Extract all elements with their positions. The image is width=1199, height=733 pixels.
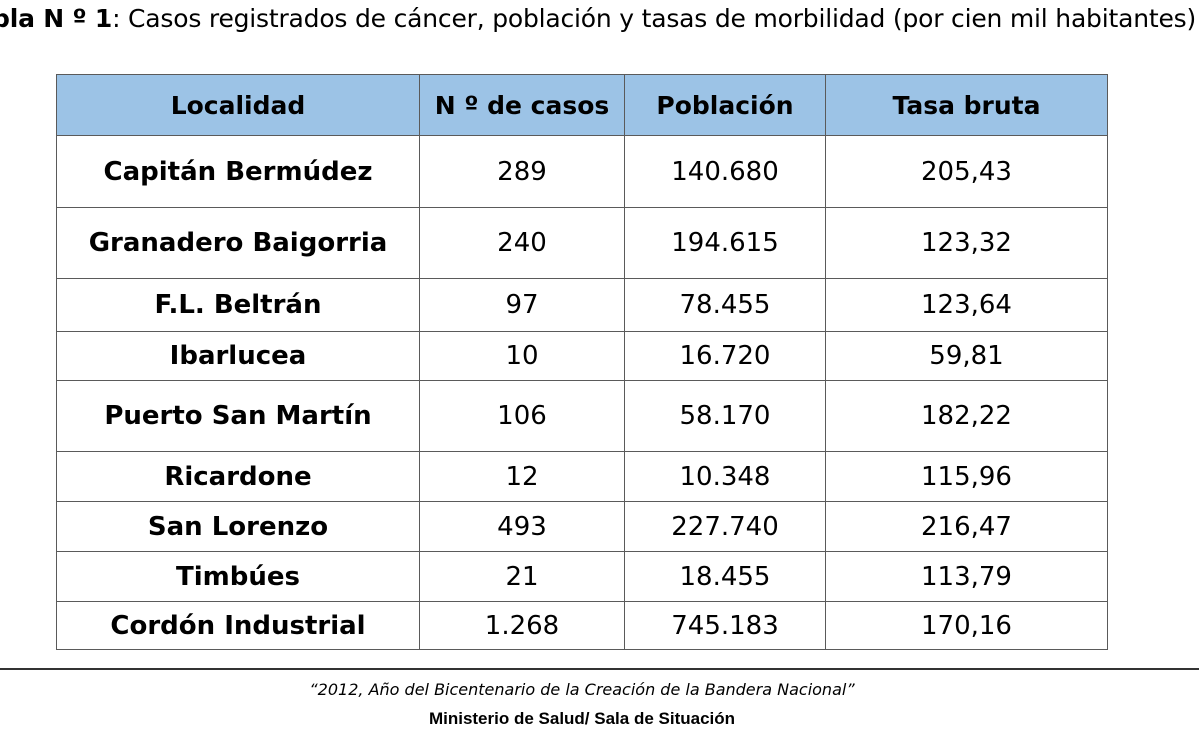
cell-casos: 10: [419, 331, 625, 381]
table-row: Ricardone 12 10.348 115,96: [56, 451, 1108, 502]
cell-localidad: Cordón Industrial: [56, 601, 420, 650]
table-caption: bla N º 1: Casos registrados de cáncer, …: [0, 4, 1196, 33]
cell-localidad: Capitán Bermúdez: [56, 135, 420, 208]
table-row: Ibarlucea 10 16.720 59,81: [56, 331, 1108, 381]
cell-casos: 106: [419, 380, 625, 452]
cell-casos: 1.268: [419, 601, 625, 650]
cell-localidad: San Lorenzo: [56, 501, 420, 552]
cell-poblacion: 194.615: [624, 207, 826, 279]
footer-motto: “2012, Año del Bicentenario de la Creaci…: [309, 680, 855, 699]
header-tasa: Tasa bruta: [825, 74, 1108, 136]
cell-casos: 21: [419, 551, 625, 602]
cell-tasa: 170,16: [825, 601, 1108, 650]
table-row: Puerto San Martín 106 58.170 182,22: [56, 380, 1108, 452]
cell-tasa: 59,81: [825, 331, 1108, 381]
cell-poblacion: 140.680: [624, 135, 826, 208]
cell-localidad: Granadero Baigorria: [56, 207, 420, 279]
cell-tasa: 113,79: [825, 551, 1108, 602]
cell-poblacion: 18.455: [624, 551, 826, 602]
table-row: Granadero Baigorria 240 194.615 123,32: [56, 207, 1108, 279]
cell-localidad: Timbúes: [56, 551, 420, 602]
cell-poblacion: 78.455: [624, 278, 826, 332]
table-header-row: Localidad N º de casos Población Tasa br…: [56, 74, 1108, 136]
table-row: Capitán Bermúdez 289 140.680 205,43: [56, 135, 1108, 208]
table-row: Cordón Industrial 1.268 745.183 170,16: [56, 601, 1108, 650]
table-row: San Lorenzo 493 227.740 216,47: [56, 501, 1108, 552]
cell-poblacion: 58.170: [624, 380, 826, 452]
header-poblacion: Población: [624, 74, 826, 136]
cell-tasa: 216,47: [825, 501, 1108, 552]
cell-casos: 12: [419, 451, 625, 502]
footer-divider: [0, 668, 1199, 670]
cell-poblacion: 745.183: [624, 601, 826, 650]
cell-localidad: F.L. Beltrán: [56, 278, 420, 332]
cell-poblacion: 227.740: [624, 501, 826, 552]
cancer-cases-table: Localidad N º de casos Población Tasa br…: [56, 74, 1108, 650]
cell-casos: 240: [419, 207, 625, 279]
cell-casos: 289: [419, 135, 625, 208]
cell-tasa: 123,32: [825, 207, 1108, 279]
cell-localidad: Ricardone: [56, 451, 420, 502]
cell-poblacion: 16.720: [624, 331, 826, 381]
header-casos: N º de casos: [419, 74, 625, 136]
cell-casos: 493: [419, 501, 625, 552]
cell-poblacion: 10.348: [624, 451, 826, 502]
table-row: Timbúes 21 18.455 113,79: [56, 551, 1108, 602]
cell-tasa: 182,22: [825, 380, 1108, 452]
footer-ministry: Ministerio de Salud/ Sala de Situación: [428, 709, 736, 728]
table-caption-text: : Casos registrados de cáncer, población…: [112, 4, 1197, 33]
cell-localidad: Ibarlucea: [56, 331, 420, 381]
cell-tasa: 115,96: [825, 451, 1108, 502]
table-caption-label: bla N º 1: [0, 4, 113, 33]
cell-tasa: 205,43: [825, 135, 1108, 208]
cell-localidad: Puerto San Martín: [56, 380, 420, 452]
table-row: F.L. Beltrán 97 78.455 123,64: [56, 278, 1108, 332]
cell-tasa: 123,64: [825, 278, 1108, 332]
cell-casos: 97: [419, 278, 625, 332]
header-localidad: Localidad: [56, 74, 420, 136]
